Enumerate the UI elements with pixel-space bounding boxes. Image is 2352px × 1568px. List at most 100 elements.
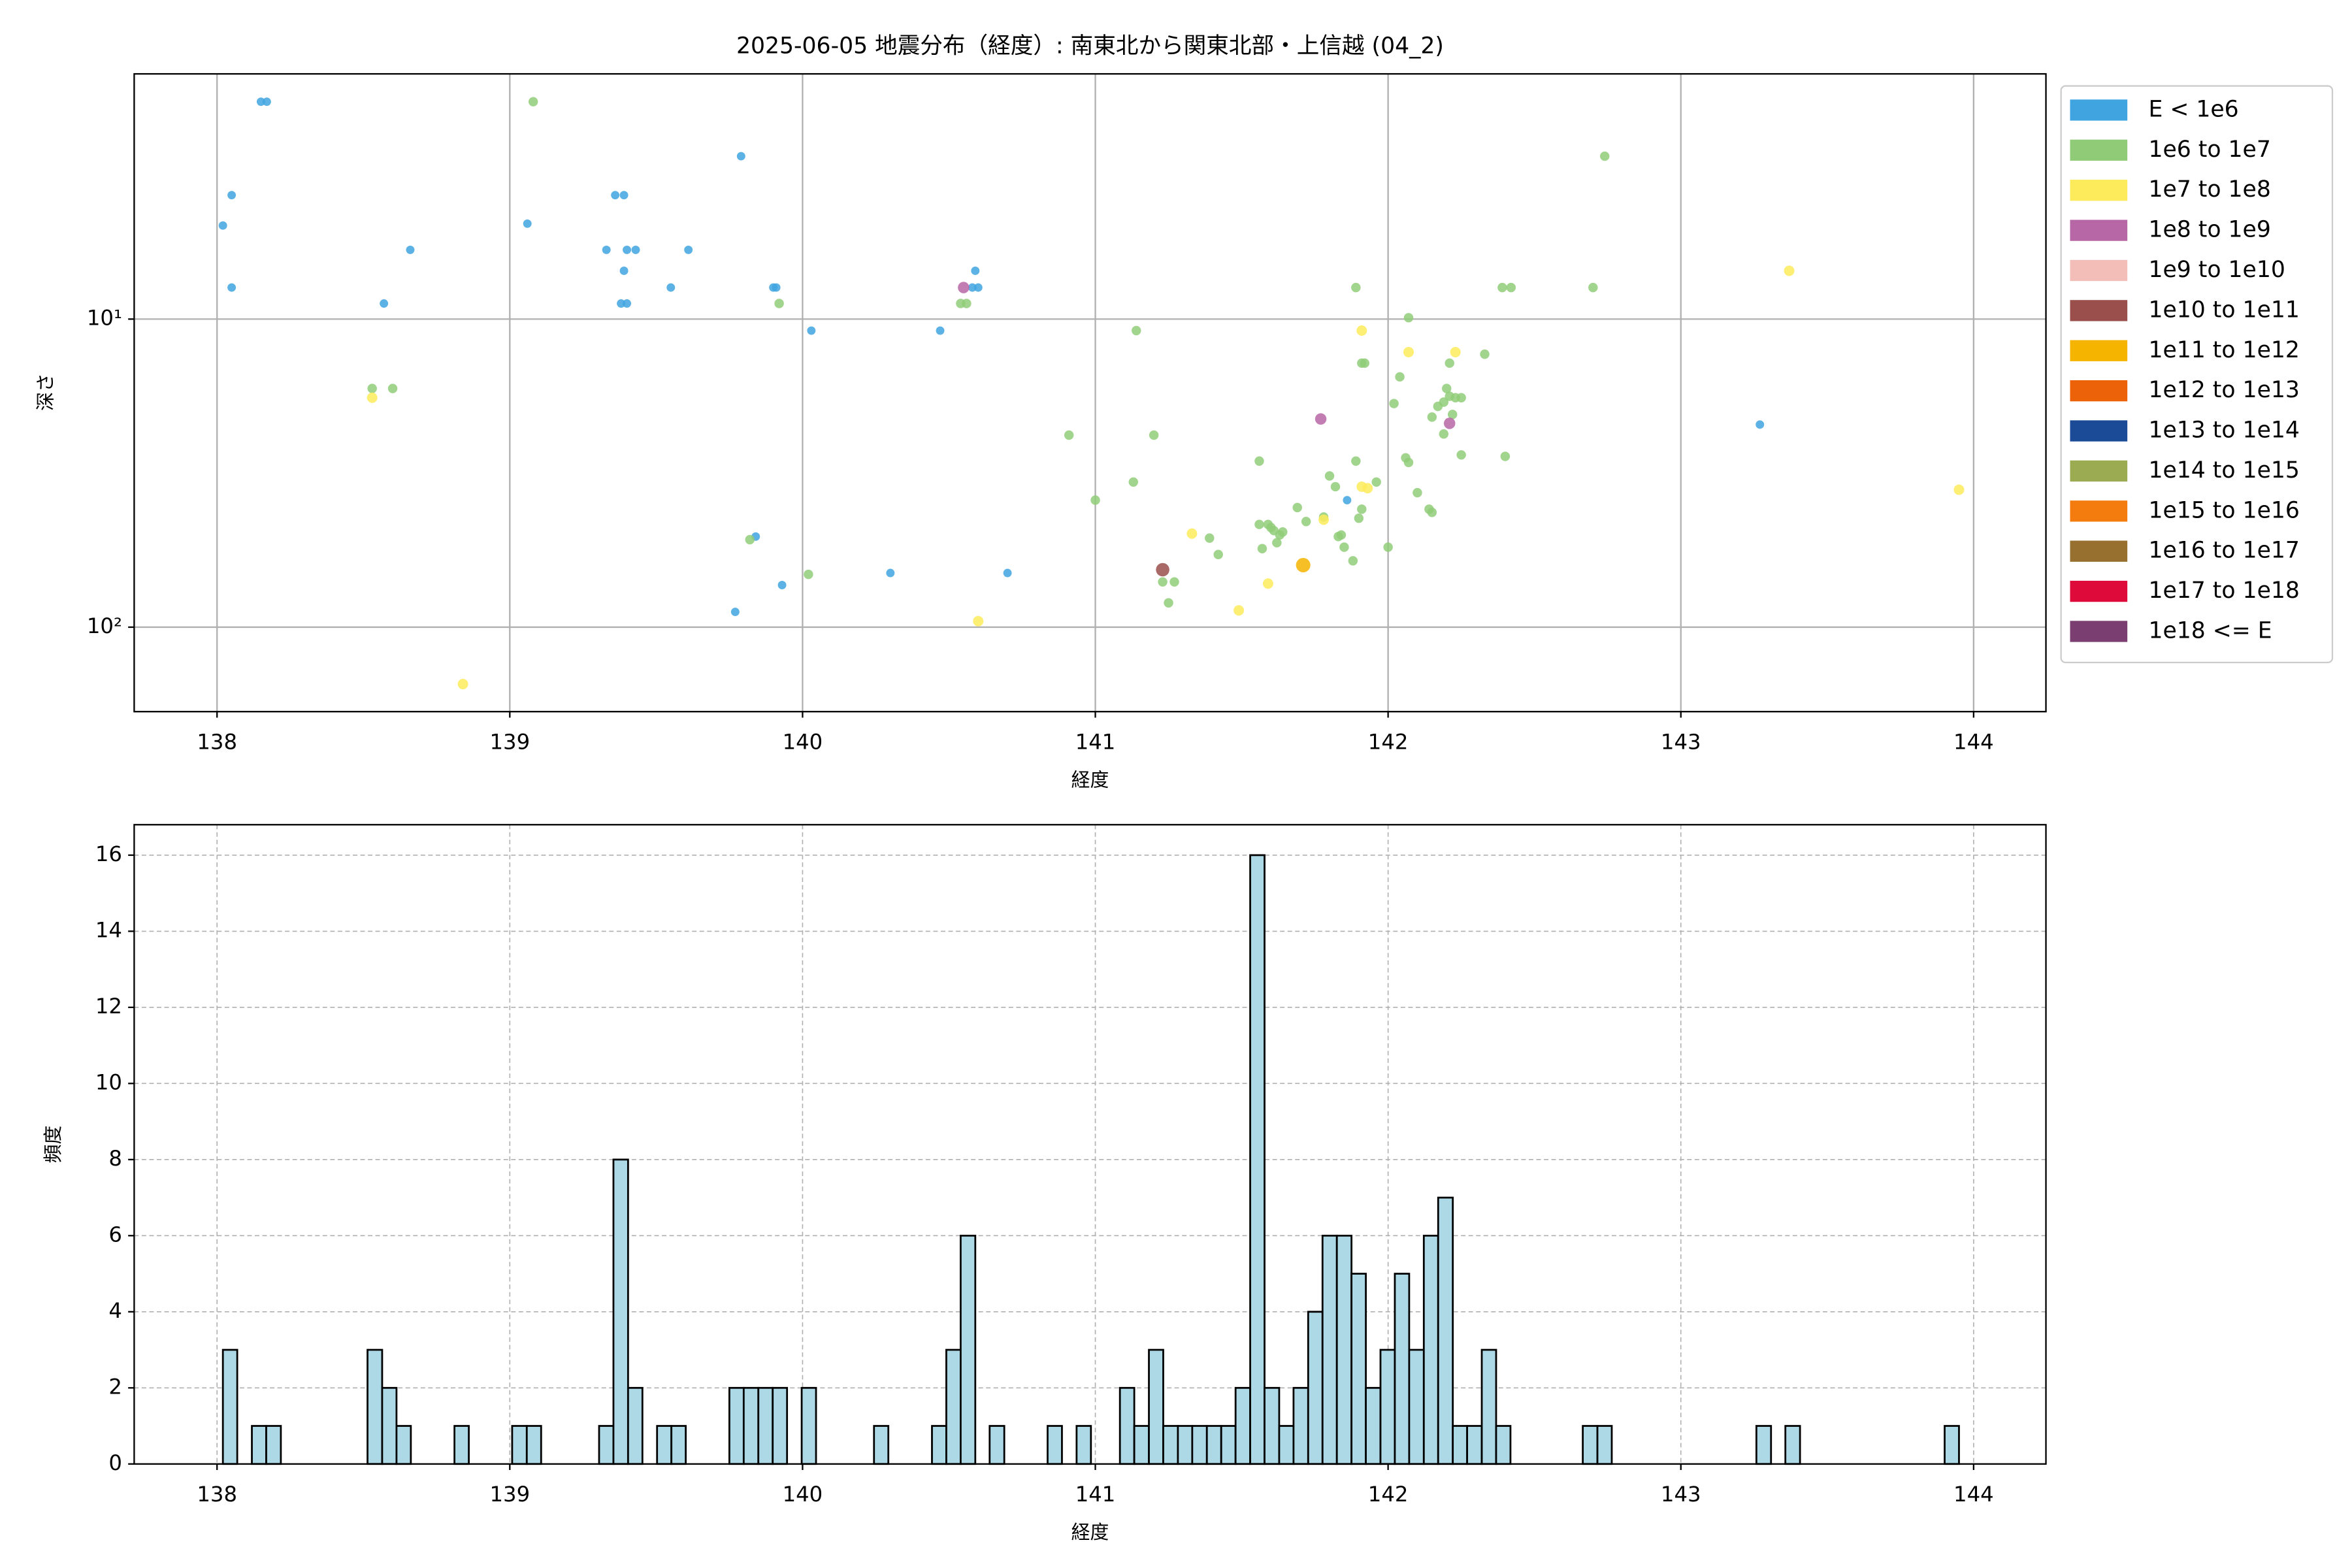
data-point xyxy=(1506,282,1516,293)
legend-box xyxy=(2060,85,2334,664)
x-tick-label: 139 xyxy=(489,1482,530,1507)
data-point xyxy=(958,282,970,293)
histogram-bar xyxy=(525,1425,542,1465)
data-point xyxy=(1356,325,1367,336)
histogram-bar xyxy=(1582,1425,1599,1465)
histogram-bar xyxy=(728,1386,745,1465)
histogram-bar xyxy=(1755,1425,1772,1465)
data-point xyxy=(1254,456,1264,466)
data-point xyxy=(1272,538,1282,547)
legend-swatch xyxy=(2070,500,2128,522)
y-axis-label: 深さ xyxy=(35,373,57,411)
legend-swatch xyxy=(2070,300,2128,321)
legend-swatch xyxy=(2070,180,2128,201)
legend-label: 1e7 to 1e8 xyxy=(2148,176,2270,203)
y-tick-label: 10² xyxy=(87,613,122,638)
data-point xyxy=(611,191,620,200)
y-tick-label: 14 xyxy=(95,917,122,942)
data-point xyxy=(730,608,740,617)
histogram-bar xyxy=(1408,1348,1425,1465)
y-tick-label: 6 xyxy=(108,1222,122,1247)
data-point xyxy=(936,326,945,335)
y-tick-label: 10¹ xyxy=(87,305,122,330)
data-point xyxy=(886,568,895,578)
data-point xyxy=(1278,527,1288,537)
histogram-bar xyxy=(800,1386,817,1465)
histogram-bar xyxy=(945,1348,962,1465)
data-point xyxy=(1330,482,1341,492)
y-tick-label: 10 xyxy=(95,1070,122,1094)
legend-label: 1e11 to 1e12 xyxy=(2148,337,2299,363)
legend-label: 1e9 to 1e10 xyxy=(2148,257,2285,283)
histogram-bar xyxy=(1379,1348,1396,1465)
histogram-bar xyxy=(511,1425,528,1465)
data-point xyxy=(1600,151,1610,161)
histogram-bar xyxy=(1177,1425,1194,1465)
data-point xyxy=(387,384,398,393)
y-tick-label: 2 xyxy=(108,1374,122,1399)
histogram-bar xyxy=(1075,1425,1092,1465)
data-point xyxy=(623,245,632,254)
legend-swatch xyxy=(2070,460,2128,482)
histogram-bar xyxy=(873,1425,890,1465)
legend-label: 1e12 to 1e13 xyxy=(2148,377,2299,403)
legend-swatch xyxy=(2070,380,2128,402)
data-point xyxy=(367,384,377,393)
legend-label: 1e17 to 1e18 xyxy=(2148,578,2299,604)
histogram-bar xyxy=(1264,1386,1281,1465)
data-point xyxy=(1343,496,1352,504)
data-point xyxy=(777,581,787,589)
histogram-bar xyxy=(1047,1425,1063,1465)
data-point xyxy=(1450,346,1461,357)
data-point xyxy=(1315,413,1327,425)
data-point xyxy=(774,299,784,308)
data-point xyxy=(772,283,781,292)
data-point xyxy=(1756,420,1765,429)
data-point xyxy=(623,299,632,308)
x-tick-label: 141 xyxy=(1075,730,1116,755)
histogram-bar xyxy=(931,1425,947,1465)
data-point xyxy=(227,283,237,292)
data-point xyxy=(1213,549,1223,559)
x-tick-label: 144 xyxy=(1953,730,1994,755)
x-axis-label: 経度 xyxy=(1071,1521,1109,1543)
data-point xyxy=(619,266,629,275)
x-tick-label: 143 xyxy=(1661,730,1701,755)
data-point xyxy=(1442,384,1452,393)
data-point xyxy=(1354,513,1364,523)
x-tick-label: 143 xyxy=(1661,1482,1701,1507)
data-point xyxy=(1351,456,1361,466)
data-point xyxy=(262,97,271,106)
histogram-bar xyxy=(1480,1348,1497,1465)
histogram-bar xyxy=(265,1425,282,1465)
legend-label: 1e6 to 1e7 xyxy=(2148,137,2270,163)
histogram-bar xyxy=(1162,1425,1179,1465)
data-point xyxy=(1158,577,1168,587)
data-point xyxy=(1339,542,1349,552)
data-point xyxy=(1427,412,1437,422)
histogram-bar xyxy=(1205,1425,1222,1465)
histogram-bar xyxy=(1133,1425,1150,1465)
data-point xyxy=(1292,502,1302,513)
data-point xyxy=(1456,393,1466,402)
data-point xyxy=(1395,372,1405,382)
legend-swatch xyxy=(2070,621,2128,642)
legend-label: 1e13 to 1e14 xyxy=(2148,417,2299,444)
histogram-bar xyxy=(1437,1196,1454,1465)
data-point xyxy=(1383,542,1393,552)
legend-swatch xyxy=(2070,259,2128,282)
histogram-bar xyxy=(1307,1311,1324,1465)
data-point xyxy=(380,299,389,308)
histogram-bar xyxy=(1191,1425,1208,1465)
data-point xyxy=(1953,484,1965,495)
legend-swatch xyxy=(2070,340,2128,361)
data-point xyxy=(745,534,755,545)
histogram-bar xyxy=(367,1348,384,1465)
data-point xyxy=(1132,325,1141,336)
legend-label: 1e18 <= E xyxy=(2148,617,2272,644)
histogram-bar xyxy=(1119,1386,1135,1465)
histogram-bar xyxy=(772,1386,789,1465)
histogram-bar xyxy=(1148,1348,1164,1465)
histogram-bar xyxy=(221,1348,238,1465)
